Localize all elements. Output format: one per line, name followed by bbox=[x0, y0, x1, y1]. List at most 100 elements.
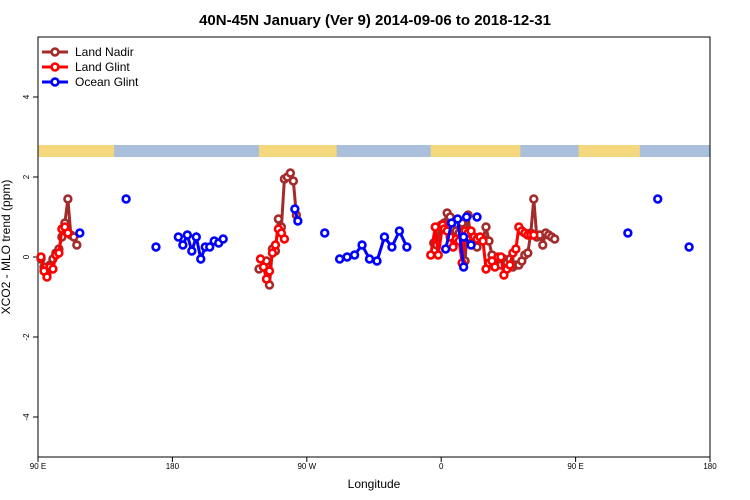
series-2-point bbox=[458, 262, 469, 272]
series-2-point bbox=[293, 216, 303, 226]
series-1-point bbox=[433, 250, 443, 260]
series-2-point bbox=[372, 256, 382, 266]
series-2-point bbox=[151, 242, 161, 252]
series-2-point bbox=[187, 246, 197, 256]
land-band-0 bbox=[38, 145, 115, 157]
land-band-3 bbox=[578, 145, 640, 157]
series-2-point bbox=[466, 240, 476, 250]
series-0-point bbox=[529, 194, 539, 204]
series-2-point bbox=[320, 228, 330, 238]
series-2-point bbox=[191, 232, 201, 242]
series-2-point bbox=[364, 254, 375, 264]
series-1 bbox=[36, 219, 539, 285]
series-1-point bbox=[258, 262, 269, 272]
series-1-point bbox=[430, 222, 440, 232]
series-2-point bbox=[182, 230, 193, 240]
series-1-point bbox=[255, 254, 266, 264]
series-2-point bbox=[173, 232, 184, 242]
land-band-2 bbox=[430, 145, 521, 157]
legend-label-0: Land Nadir bbox=[75, 45, 134, 59]
ocean-band bbox=[38, 145, 710, 157]
series-1-point bbox=[48, 264, 58, 274]
x-tick-label-0: 90 E bbox=[30, 462, 46, 471]
series-1-point bbox=[54, 248, 64, 258]
series-0 bbox=[36, 168, 560, 290]
x-tick-label-4: 90 E bbox=[567, 462, 583, 471]
series-1-point bbox=[267, 248, 278, 258]
series-1-point bbox=[63, 228, 73, 238]
x-tick-label-3: 0 bbox=[439, 462, 444, 471]
legend-label-2: Ocean Glint bbox=[75, 75, 139, 89]
plot-frame bbox=[37, 36, 711, 458]
series-1-point bbox=[36, 252, 46, 262]
series-0-point bbox=[538, 240, 548, 250]
series-2 bbox=[75, 194, 694, 272]
series-2-point bbox=[196, 254, 206, 264]
series-2-point bbox=[684, 242, 694, 252]
series-1-point bbox=[511, 244, 521, 254]
land-ocean-strip bbox=[38, 145, 710, 157]
legend-marker-0 bbox=[50, 47, 60, 57]
series-0-point bbox=[549, 234, 560, 244]
y-tick-label-4: 4 bbox=[22, 94, 31, 99]
series-2-point bbox=[394, 226, 405, 236]
series-1-point bbox=[490, 262, 500, 272]
series-1-point bbox=[279, 234, 290, 244]
series-2-point bbox=[440, 244, 451, 254]
series-1-point bbox=[478, 236, 488, 246]
series-2-point bbox=[205, 242, 215, 252]
legend-marker-2 bbox=[50, 77, 60, 87]
series-2-point bbox=[218, 234, 228, 244]
series-2-point bbox=[178, 240, 188, 250]
series-2-point bbox=[121, 194, 131, 204]
legend-marker-1 bbox=[50, 62, 60, 72]
legend-label-1: Land Glint bbox=[75, 60, 130, 74]
y-tick-label-2: 0 bbox=[22, 254, 31, 259]
series-1-point bbox=[42, 272, 52, 282]
series-2-point bbox=[452, 214, 463, 224]
axes: 90 E 180 90 W 0 90 E 180 -4 -2 0 2 4 bbox=[22, 94, 717, 471]
series-2-point bbox=[357, 240, 367, 250]
series-2-point bbox=[349, 250, 360, 260]
series-2-point bbox=[387, 242, 397, 252]
y-tick-label-1: -2 bbox=[22, 333, 31, 341]
series-0-point bbox=[285, 168, 296, 178]
series-0-point bbox=[523, 248, 533, 258]
series-2-point bbox=[75, 228, 85, 238]
series-0-point bbox=[72, 240, 82, 250]
series-0-point bbox=[69, 232, 79, 242]
series-2-point bbox=[461, 212, 472, 222]
series-1-point bbox=[448, 242, 458, 252]
series-1-point bbox=[496, 252, 506, 262]
series-2-point bbox=[653, 194, 663, 204]
y-axis-label: XCO2 - MLO trend (ppm) bbox=[0, 180, 13, 315]
series-2-point bbox=[402, 242, 412, 252]
series-layer bbox=[36, 168, 694, 290]
series-0-point bbox=[63, 194, 73, 204]
series-2-point bbox=[472, 212, 482, 222]
land-band-1 bbox=[259, 145, 337, 157]
series-2-point bbox=[290, 204, 300, 214]
series-2-point bbox=[458, 232, 469, 242]
chart-title: 40N-45N January (Ver 9) 2014-09-06 to 20… bbox=[199, 12, 551, 29]
series-0-point bbox=[481, 222, 491, 232]
y-tick-label-3: 2 bbox=[22, 174, 31, 179]
series-0-point bbox=[273, 214, 284, 224]
series-2-point bbox=[446, 218, 457, 228]
series-1-point bbox=[264, 266, 275, 276]
x-tick-label-1: 180 bbox=[166, 462, 180, 471]
series-0-point bbox=[288, 176, 299, 186]
series-2-point bbox=[342, 252, 352, 262]
series-1-point bbox=[505, 260, 515, 270]
series-2-point bbox=[623, 228, 633, 238]
series-2-point bbox=[379, 232, 390, 242]
x-axis-label: Longitude bbox=[348, 477, 401, 491]
y-tick-label-0: -4 bbox=[22, 413, 31, 421]
series-1-point bbox=[261, 274, 272, 284]
series-2-point bbox=[334, 254, 345, 264]
series-1-point bbox=[426, 250, 436, 260]
x-tick-label-2: 90 W bbox=[297, 462, 316, 471]
series-1-point bbox=[529, 230, 539, 240]
